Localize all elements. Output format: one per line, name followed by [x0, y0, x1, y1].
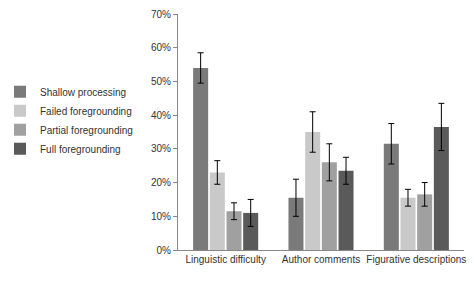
svg-text:Shallow processing: Shallow processing [40, 87, 126, 98]
svg-text:Figurative descriptions: Figurative descriptions [366, 254, 466, 265]
svg-text:10%: 10% [151, 211, 171, 222]
svg-text:30%: 30% [151, 143, 171, 154]
svg-text:20%: 20% [151, 177, 171, 188]
svg-text:Partial foregrounding: Partial foregrounding [40, 125, 133, 136]
svg-text:Failed foregrounding: Failed foregrounding [40, 106, 132, 117]
svg-text:60%: 60% [151, 42, 171, 53]
svg-text:50%: 50% [151, 76, 171, 87]
svg-text:70%: 70% [151, 9, 171, 20]
svg-text:Linguistic difficulty: Linguistic difficulty [185, 254, 265, 265]
svg-text:40%: 40% [151, 110, 171, 121]
svg-text:Author comments: Author comments [282, 254, 360, 265]
svg-text:0%: 0% [157, 245, 172, 256]
svg-text:Full foregrounding: Full foregrounding [40, 144, 121, 155]
